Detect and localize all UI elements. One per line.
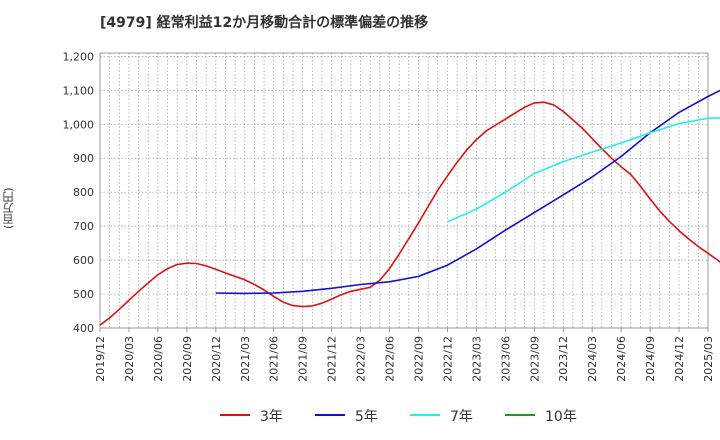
x-tick-label: 2021/06 xyxy=(268,336,281,382)
y-tick-label: 1,200 xyxy=(63,50,95,63)
chart-plot: 400 500 600 700 800 900 1,000 1,100 1,200 2019/12… xyxy=(63,50,720,382)
y-tick-label: 1,000 xyxy=(63,118,95,131)
x-tick-label: 2020/09 xyxy=(181,336,194,382)
y-tick-label: 700 xyxy=(73,220,94,233)
x-tick-label: 2023/03 xyxy=(470,336,483,382)
x-tick-label: 2024/03 xyxy=(586,336,599,382)
legend-label: 5年 xyxy=(355,409,378,425)
x-tick-label: 2020/03 xyxy=(123,336,136,382)
x-tick-label: 2021/09 xyxy=(297,336,310,382)
legend-swatch xyxy=(220,414,250,416)
x-tick-label: 2023/06 xyxy=(499,336,512,382)
plot-area xyxy=(99,52,709,329)
legend: 3年 5年 7年 10年 xyxy=(0,403,720,427)
x-tick-label: 2022/06 xyxy=(384,336,397,382)
legend-label: 10年 xyxy=(545,409,577,425)
x-tick-label: 2024/06 xyxy=(615,336,628,382)
x-tick-label: 2023/09 xyxy=(528,336,541,382)
series-line-0 xyxy=(99,101,720,326)
x-tick-label: 2022/03 xyxy=(355,336,368,382)
x-tick-label: 2023/12 xyxy=(557,336,570,382)
x-tick-label: 2022/09 xyxy=(412,336,425,382)
x-tick-label: 2021/03 xyxy=(239,336,252,382)
y-tick-label: 1,100 xyxy=(63,84,95,97)
x-tick-label: 2019/12 xyxy=(94,336,107,382)
x-tick-label: 2020/06 xyxy=(152,336,165,382)
x-tick-label: 2024/09 xyxy=(644,336,657,382)
y-tick-label: 800 xyxy=(73,186,94,199)
y-tick-label: 500 xyxy=(73,288,94,301)
x-tick-label: 2021/12 xyxy=(326,336,339,382)
legend-label: 7年 xyxy=(450,409,473,425)
x-tick-label: 2024/12 xyxy=(673,336,686,382)
chart-title: [4979] 経常利益12か月移動合計の標準偏差の推移 xyxy=(100,15,429,31)
series-line-2 xyxy=(447,117,720,223)
legend-swatch xyxy=(315,414,345,416)
legend-swatch xyxy=(505,414,535,416)
y-tick-label: 900 xyxy=(73,152,94,165)
y-tick-label: 400 xyxy=(73,322,94,335)
legend-label: 3年 xyxy=(260,409,283,425)
legend-swatch xyxy=(410,414,440,416)
x-tick-label: 2022/12 xyxy=(441,336,454,382)
series-line-1 xyxy=(215,89,720,295)
x-tick-label: 2020/12 xyxy=(210,336,223,382)
x-tick-label: 2025/03 xyxy=(702,336,715,382)
y-tick-label: 600 xyxy=(73,254,94,267)
